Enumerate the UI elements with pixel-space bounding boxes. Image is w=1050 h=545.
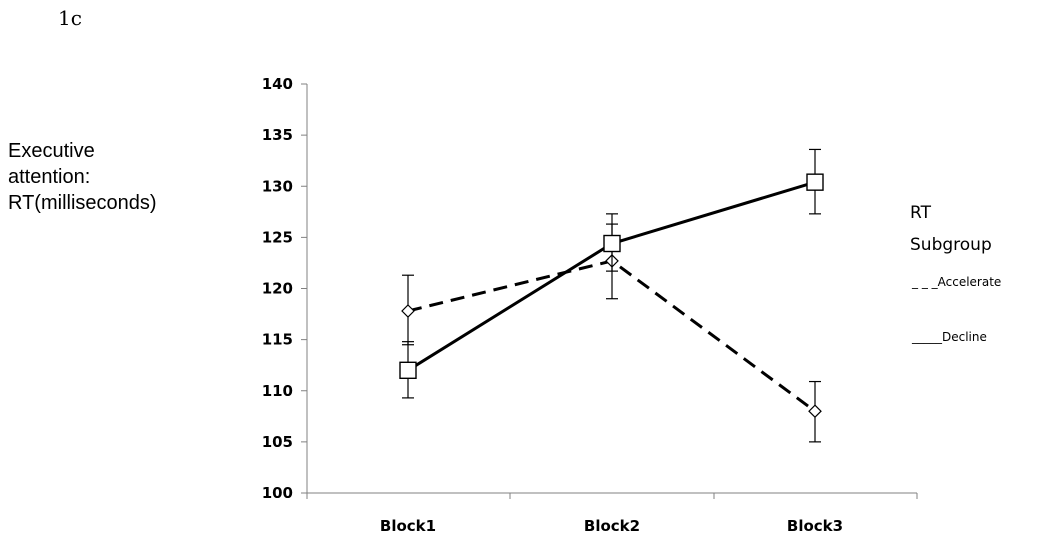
chart-axes: 100 105 110 115 120 125 130 135 140 Block1 Block2 B… xyxy=(262,75,918,535)
data-point-diamond xyxy=(808,404,822,419)
data-point-diamond xyxy=(401,304,415,318)
y-axis-label-line-3: RT(milliseconds) xyxy=(8,192,157,214)
data-point-square xyxy=(603,234,621,253)
y-tick-label: 105 xyxy=(262,433,293,451)
panel-label: 1c xyxy=(58,6,82,30)
y-tick-label: 130 xyxy=(262,177,293,195)
chart-series xyxy=(399,148,824,443)
data-point-square xyxy=(806,173,824,191)
legend-title-line-1: RT xyxy=(910,203,932,223)
y-tick-label: 125 xyxy=(262,228,293,246)
y-tick-label: 140 xyxy=(262,75,293,93)
legend-entry-accelerate: _ _ _Accelerate xyxy=(911,275,1001,289)
y-axis-label-line-2: attention: xyxy=(8,166,91,188)
legend-title-line-2: Subgroup xyxy=(910,235,992,255)
y-axis-label-line-1: Executive xyxy=(8,140,95,162)
data-point-square xyxy=(399,361,417,379)
y-tick-label: 100 xyxy=(262,484,293,502)
x-tick-label: Block2 xyxy=(584,517,640,535)
y-axis-label: Executive attention: RT(milliseconds) xyxy=(8,138,157,216)
x-tick-label: Block1 xyxy=(380,517,436,535)
y-tick-label: 135 xyxy=(262,126,293,144)
chart-legend: RT Subgroup _ _ _Accelerate _____Decline xyxy=(910,203,1001,344)
y-tick-label: 120 xyxy=(262,280,293,298)
x-tick-label: Block3 xyxy=(787,517,843,535)
series-decline xyxy=(399,148,824,399)
y-tick-label: 115 xyxy=(262,331,293,349)
legend-entry-decline: _____Decline xyxy=(911,330,987,344)
y-tick-label: 110 xyxy=(262,382,293,400)
